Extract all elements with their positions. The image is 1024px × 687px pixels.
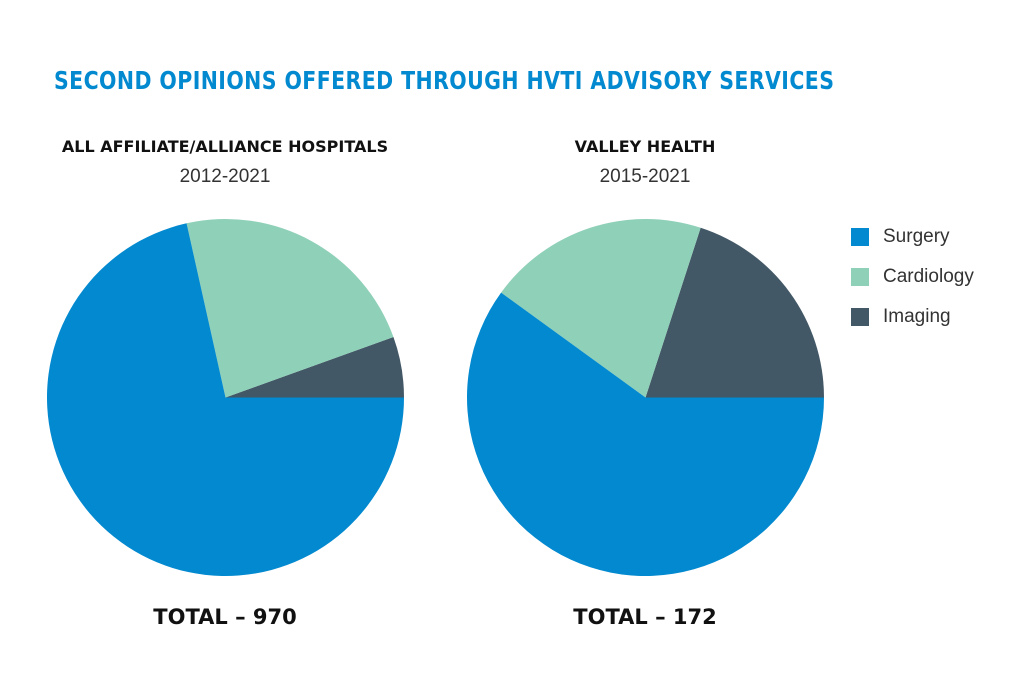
pie-title-right: VALLEY HEALTH (574, 137, 716, 156)
pie-chart-left (47, 219, 404, 576)
pie-subtitle-left: 2012-2021 (179, 166, 271, 187)
pie-slice-surgery (47, 223, 404, 576)
pie-slice-imaging (225, 337, 404, 398)
chart-header-right: VALLEY HEALTH 2015-2021 (445, 137, 845, 188)
legend-label-surgery: Surgery (883, 226, 950, 247)
pie-slice-cardiology (501, 219, 701, 398)
chart-header-left: ALL AFFILIATE/ALLIANCE HOSPITALS 2012-20… (25, 137, 425, 188)
total-label-left: TOTAL – 970 (153, 605, 297, 629)
pie-subtitle-right: 2015-2021 (599, 166, 691, 187)
chart-title: SECOND OPINIONS OFFERED THROUGH HVTI ADV… (54, 66, 835, 95)
total-label-right: TOTAL – 172 (573, 605, 717, 629)
pie-chart-right (466, 219, 824, 576)
legend: Surgery Cardiology Imaging (851, 217, 974, 337)
legend-item-cardiology: Cardiology (851, 257, 974, 297)
pie-slice-imaging (645, 227, 824, 398)
legend-item-surgery: Surgery (851, 217, 974, 257)
legend-label-imaging: Imaging (883, 306, 951, 327)
legend-swatch-imaging (851, 308, 869, 326)
pie-slice-cardiology (186, 219, 394, 398)
legend-item-imaging: Imaging (851, 297, 974, 337)
legend-swatch-cardiology (851, 268, 869, 286)
legend-label-cardiology: Cardiology (883, 266, 974, 287)
legend-swatch-surgery (851, 228, 869, 246)
pie-slice-surgery (466, 292, 824, 576)
pie-title-left: ALL AFFILIATE/ALLIANCE HOSPITALS (61, 137, 389, 156)
